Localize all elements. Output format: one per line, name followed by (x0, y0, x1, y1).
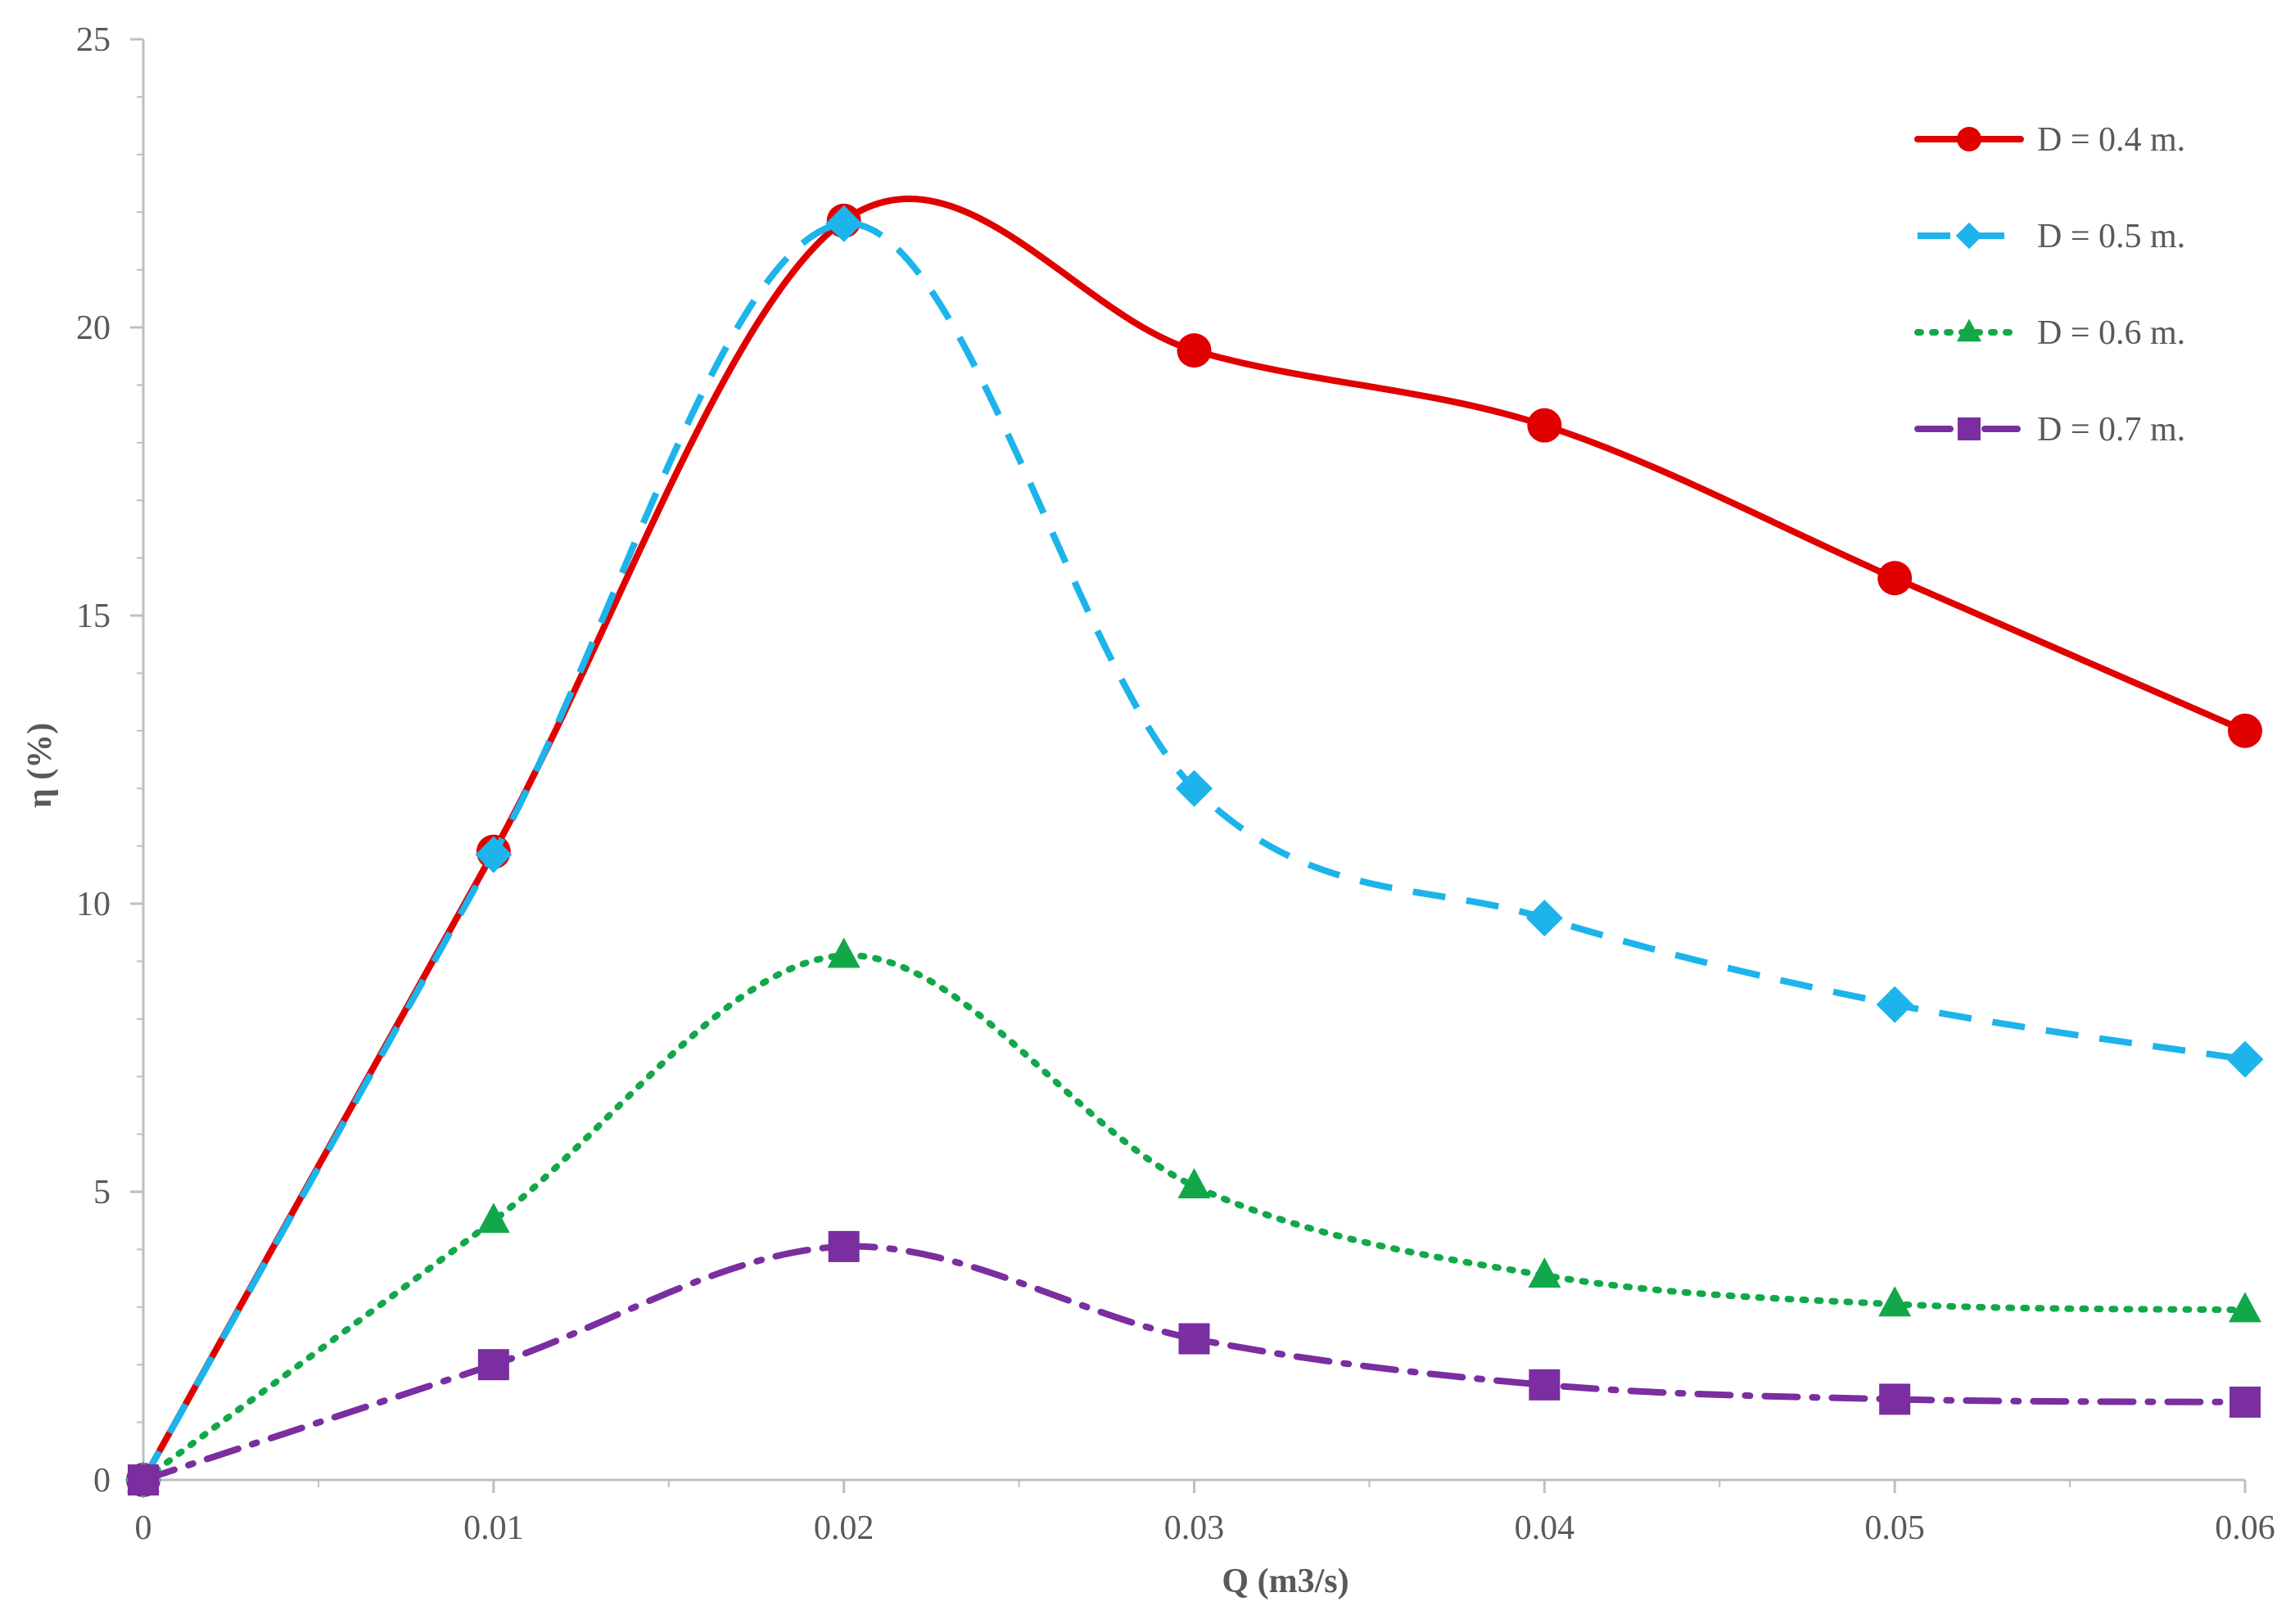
data-point-triangle (827, 937, 861, 968)
legend-label: D = 0.6 m. (2037, 314, 2185, 352)
legend-item: D = 0.5 m. (1918, 218, 2185, 255)
y-tick-label: 15 (76, 598, 111, 635)
x-tick-label: 0.02 (814, 1509, 874, 1547)
legend-item: D = 0.4 m. (1914, 121, 2185, 159)
data-point-diamond (1176, 769, 1213, 807)
series-3 (127, 937, 2261, 1492)
y-tick-label: 0 (93, 1462, 111, 1500)
legend-item: D = 0.7 m. (1914, 411, 2185, 449)
x-tick-label: 0.01 (463, 1509, 524, 1547)
y-tick-label: 5 (93, 1174, 111, 1211)
data-point-triangle (1957, 318, 1981, 342)
data-point-diamond (2226, 1040, 2264, 1078)
data-point-diamond (475, 836, 513, 873)
data-point-triangle (1878, 1286, 1912, 1317)
y-tick-label: 10 (76, 886, 111, 923)
axes: 0 5 10 15 20 25 0 0.01 0.02 0.03 0.04 0.05 0.06 (76, 21, 2275, 1547)
data-point-circle (1877, 561, 1913, 596)
series-lines (124, 196, 2264, 1499)
series-line (140, 220, 2246, 1482)
data-point-square (1529, 1369, 1561, 1401)
legend-label: D = 0.4 m. (2037, 121, 2185, 159)
data-point-square (128, 1464, 159, 1495)
x-tick-label: 0 (135, 1509, 152, 1547)
data-point-triangle (1177, 1167, 1211, 1198)
data-point-square (477, 1349, 509, 1381)
data-point-triangle (1528, 1257, 1561, 1288)
data-point-square (1958, 417, 1981, 440)
legend-item: D = 0.6 m. (1914, 314, 2185, 352)
series-2 (124, 205, 2264, 1499)
series-4 (128, 1230, 2261, 1495)
data-point-square (828, 1230, 860, 1262)
data-point-square (2229, 1386, 2261, 1418)
data-point-circle (1957, 127, 1981, 151)
legend: D = 0.4 m. D = 0.5 m. D = 0.6 m. D = 0.7 m. (1914, 121, 2185, 449)
series-line (140, 196, 2248, 1483)
legend-label: D = 0.5 m. (2037, 218, 2185, 255)
y-tick-label: 25 (76, 21, 111, 59)
legend-label: D = 0.7 m. (2037, 411, 2185, 449)
x-tick-label: 0.04 (1515, 1509, 1575, 1547)
data-point-circle (2228, 713, 2262, 748)
data-point-diamond (825, 205, 863, 242)
y-axis-title: η (%) (21, 723, 59, 808)
data-point-square (1178, 1323, 1210, 1355)
data-point-diamond (1876, 986, 1913, 1023)
x-tick-label: 0.03 (1164, 1509, 1225, 1547)
data-point-circle (1177, 333, 1212, 368)
data-point-circle (1527, 408, 1562, 443)
data-point-square (1879, 1383, 1911, 1415)
series-line (140, 1243, 2248, 1483)
data-point-triangle (477, 1202, 510, 1234)
series-1 (126, 196, 2262, 1497)
x-axis-title: Q (m3/s) (1222, 1563, 1349, 1600)
x-tick-label: 0.05 (1864, 1509, 1925, 1547)
data-point-triangle (2229, 1292, 2261, 1323)
data-point-diamond (1955, 222, 1983, 250)
data-point-diamond (1525, 900, 1563, 937)
x-tick-label: 0.06 (2215, 1509, 2275, 1547)
y-tick-label: 20 (76, 309, 111, 347)
